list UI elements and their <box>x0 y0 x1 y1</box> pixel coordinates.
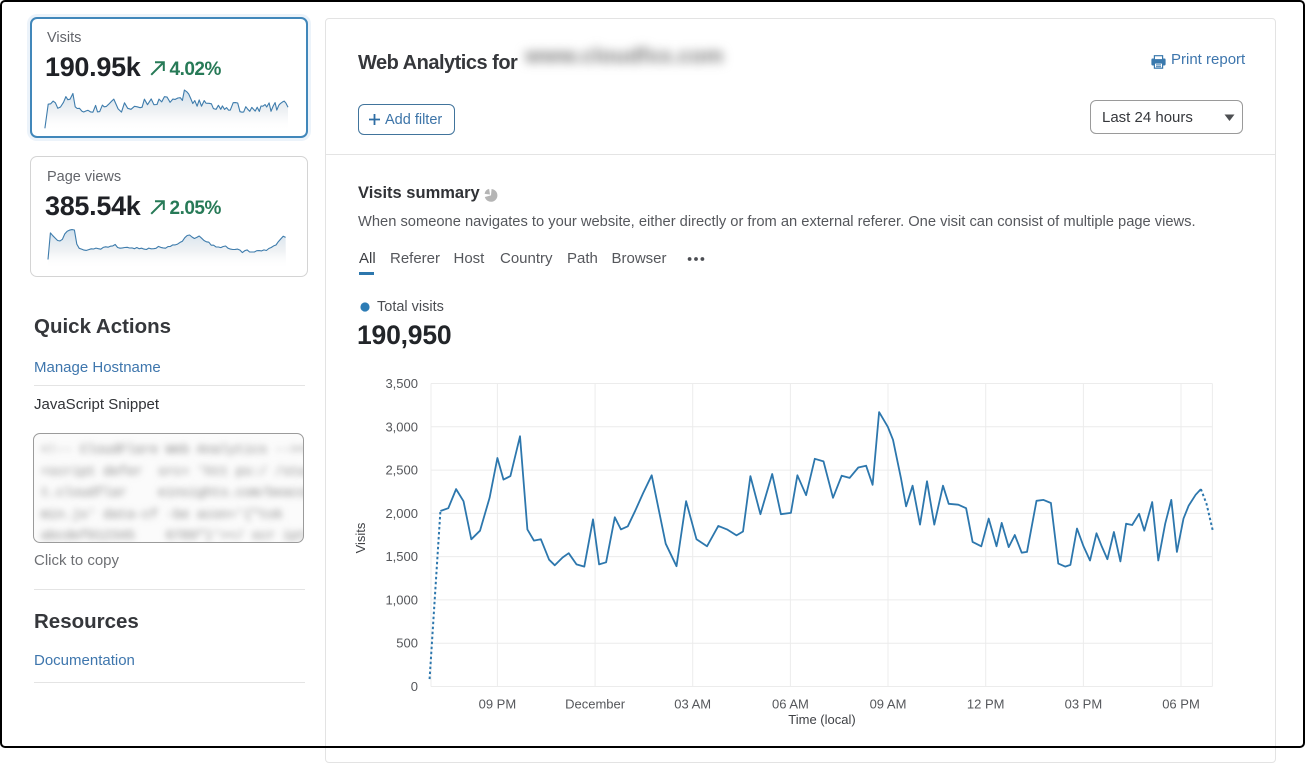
svg-text:500: 500 <box>396 636 418 651</box>
svg-text:1,500: 1,500 <box>385 549 418 564</box>
svg-text:03 AM: 03 AM <box>674 696 711 711</box>
svg-text:1,000: 1,000 <box>385 592 418 607</box>
svg-text:12 PM: 12 PM <box>967 696 1005 711</box>
svg-text:06 AM: 06 AM <box>772 696 809 711</box>
svg-text:December: December <box>565 696 626 711</box>
svg-text:09 AM: 09 AM <box>870 696 907 711</box>
svg-text:09 PM: 09 PM <box>479 696 517 711</box>
svg-text:06 PM: 06 PM <box>1162 696 1200 711</box>
svg-text:2,000: 2,000 <box>385 506 418 521</box>
svg-text:Visits: Visits <box>353 522 368 553</box>
svg-text:2,500: 2,500 <box>385 463 418 478</box>
svg-text:0: 0 <box>411 679 418 694</box>
svg-text:3,500: 3,500 <box>385 376 418 391</box>
svg-text:03 PM: 03 PM <box>1065 696 1103 711</box>
svg-text:3,000: 3,000 <box>385 419 418 434</box>
svg-text:Time (local): Time (local) <box>788 712 855 727</box>
